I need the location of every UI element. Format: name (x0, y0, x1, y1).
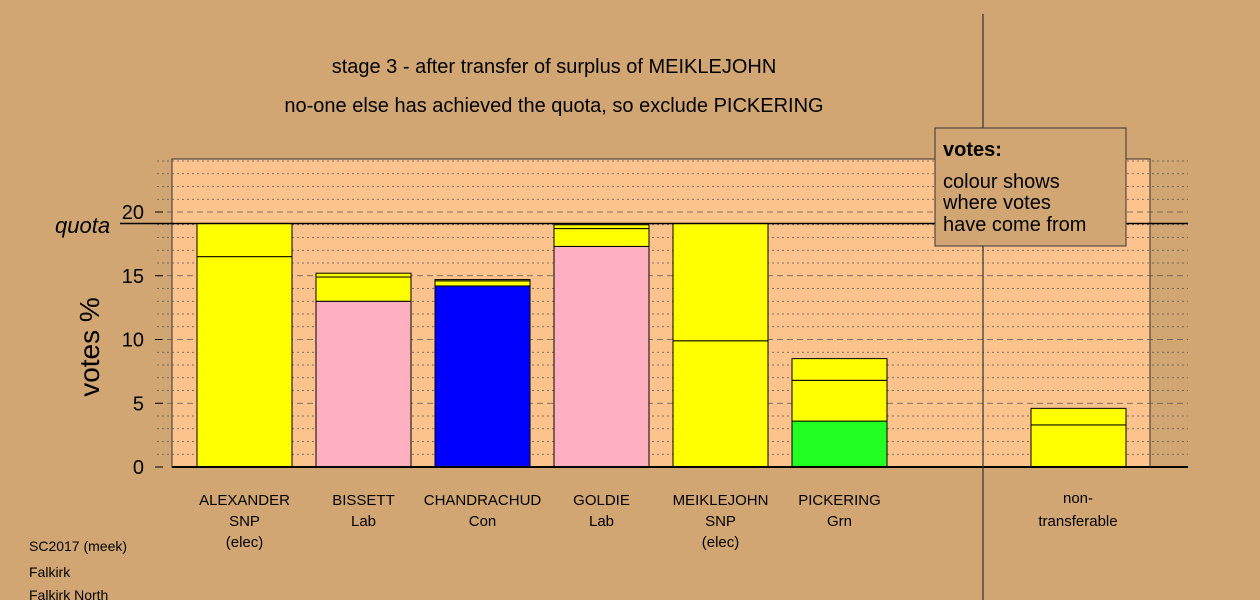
y-tick-label: 20 (122, 202, 144, 224)
footer-line-1: SC2017 (meek) (29, 538, 127, 554)
bar-segment (553, 228, 650, 247)
bar-segment (196, 256, 293, 468)
candidate-status: (elec) (226, 534, 264, 551)
legend-title: votes: (943, 139, 1002, 161)
bar-meiklejohn (672, 222, 769, 468)
footer: SC2017 (meek) Falkirk Falkirk North (29, 538, 127, 600)
bar-pickering (791, 358, 888, 468)
legend-line-2: where votes (942, 192, 1051, 214)
bar-segment (315, 300, 412, 468)
nontransferable-label-2: transferable (1038, 513, 1117, 530)
bar-segment (434, 285, 531, 468)
bar-segment (1030, 424, 1127, 468)
candidate-name: ALEXANDER (199, 492, 290, 509)
bar-segment (315, 276, 412, 302)
y-tick-label: 0 (133, 457, 144, 479)
legend-line-3: have come from (943, 214, 1086, 236)
bar-segment (553, 224, 650, 230)
bar-segment (791, 358, 888, 381)
bar-chandrachud (434, 279, 531, 468)
bar-segment (672, 222, 769, 342)
chart-title: stage 3 - after transfer of surplus of M… (332, 56, 777, 78)
y-tick-label: 15 (122, 266, 144, 288)
candidate-party: Grn (827, 513, 852, 530)
legend-box (934, 127, 1127, 247)
nontransferable-label-1: non- (1063, 490, 1093, 507)
candidate-name: PICKERING (798, 492, 881, 509)
y-tick-label: 5 (133, 393, 144, 415)
bar-segment (315, 272, 412, 278)
bar-segment (791, 379, 888, 422)
candidate-status: (elec) (702, 534, 740, 551)
candidate-party: Lab (351, 513, 376, 530)
candidate-name: MEIKLEJOHN (673, 492, 769, 509)
footer-line-3: Falkirk North (29, 587, 108, 600)
chart-subtitle: no-one else has achieved the quota, so e… (284, 95, 823, 117)
candidate-labels: ALEXANDER SNP (elec) BISSETT Lab CHANDRACHUD C… (199, 490, 1118, 551)
bar-segment (791, 420, 888, 468)
candidate-party: Con (469, 513, 497, 530)
bar-segment (1030, 407, 1127, 426)
bar-alexander (196, 222, 293, 468)
candidate-party: Lab (589, 513, 614, 530)
bar-goldie (553, 224, 650, 468)
candidate-party: SNP (229, 513, 260, 530)
bar-segment (434, 279, 531, 282)
bar-segment (672, 340, 769, 468)
footer-line-2: Falkirk (29, 564, 71, 580)
bar-nontransferable (1030, 407, 1127, 468)
bar-segment (196, 222, 293, 258)
legend: votes: colour shows where votes have com… (934, 127, 1127, 247)
candidate-name: BISSETT (332, 492, 395, 509)
candidate-party: SNP (705, 513, 736, 530)
y-tick-label: 10 (122, 330, 144, 352)
y-axis-label: votes % (74, 297, 105, 397)
bar-bissett (315, 272, 412, 468)
legend-line-1: colour shows (943, 171, 1060, 193)
candidate-name: GOLDIE (573, 492, 630, 509)
quota-label: quota (55, 213, 110, 238)
candidate-name: CHANDRACHUD (424, 492, 542, 509)
bar-segment (434, 280, 531, 287)
bar-segment (553, 245, 650, 468)
